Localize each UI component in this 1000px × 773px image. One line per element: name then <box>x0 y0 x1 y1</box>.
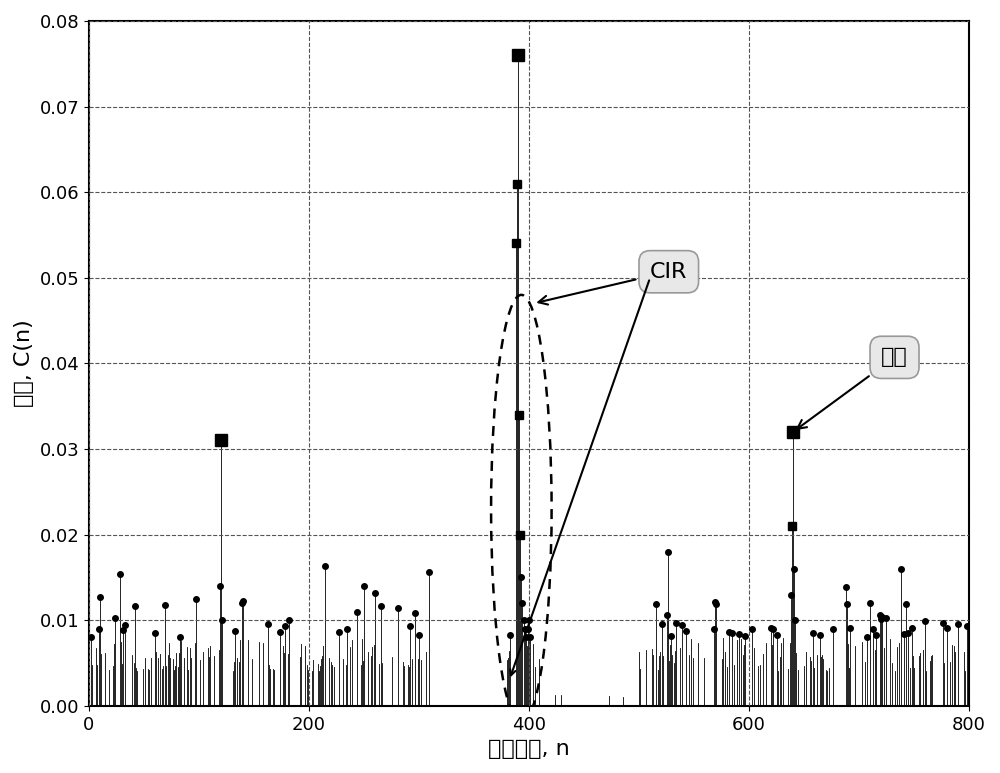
Y-axis label: 幅度, C(n): 幅度, C(n) <box>14 319 34 407</box>
Text: 伪峰: 伪峰 <box>797 347 908 429</box>
X-axis label: 离散时间, n: 离散时间, n <box>488 739 570 759</box>
Text: CIR: CIR <box>538 262 687 305</box>
